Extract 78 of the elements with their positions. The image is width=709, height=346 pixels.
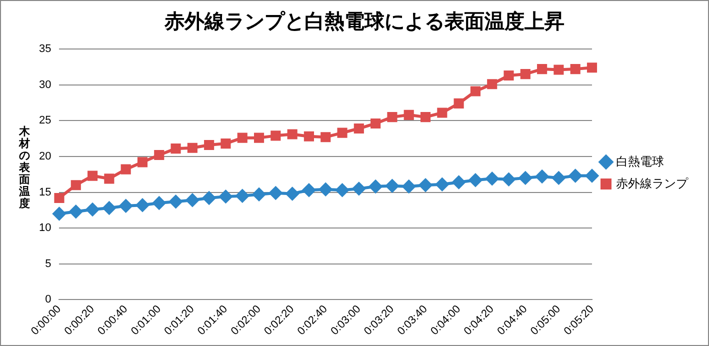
y-tick-label: 30 <box>38 78 52 91</box>
point <box>254 132 264 143</box>
point <box>204 140 214 150</box>
point <box>420 112 431 122</box>
point <box>336 184 349 197</box>
y-tick-label: 10 <box>38 222 52 234</box>
y-tick-label: 0 <box>45 294 52 306</box>
point <box>219 190 232 204</box>
point <box>586 169 598 182</box>
point <box>237 132 248 143</box>
point <box>170 144 181 154</box>
point <box>454 98 464 108</box>
point <box>486 172 499 186</box>
point <box>169 195 182 208</box>
point <box>54 192 64 204</box>
point <box>88 170 98 181</box>
point <box>186 194 199 207</box>
point <box>187 142 198 153</box>
point <box>536 170 549 184</box>
y-tick-label: 20 <box>38 150 52 162</box>
point <box>470 86 480 96</box>
point <box>287 129 298 140</box>
point <box>320 132 331 142</box>
legend-label: 赤外線ランプ <box>616 176 689 190</box>
point <box>402 180 416 194</box>
point <box>220 138 231 149</box>
legend-label: 白熱電球 <box>616 154 664 168</box>
point <box>102 202 116 215</box>
point <box>436 178 449 191</box>
point <box>154 150 164 160</box>
point <box>570 64 580 74</box>
point <box>386 179 399 192</box>
point <box>69 205 82 218</box>
point <box>387 112 398 122</box>
point <box>52 207 66 220</box>
point <box>419 178 432 192</box>
point <box>252 188 266 201</box>
point <box>319 182 332 196</box>
y-tick-label: 25 <box>38 114 52 127</box>
point <box>136 198 149 212</box>
point <box>487 79 498 90</box>
point <box>70 180 81 190</box>
point <box>404 110 414 120</box>
point <box>452 176 466 189</box>
y-axis-title: 木材の表面温度 <box>19 125 31 210</box>
point <box>337 128 348 138</box>
point <box>352 182 366 196</box>
point <box>286 187 299 200</box>
point <box>354 123 364 134</box>
point <box>520 69 530 80</box>
point <box>552 171 566 184</box>
point <box>504 70 514 81</box>
point <box>302 184 316 197</box>
point <box>120 164 131 174</box>
point <box>369 180 382 194</box>
point <box>304 131 314 142</box>
point <box>568 169 582 182</box>
point <box>437 108 448 118</box>
point <box>86 202 100 216</box>
point <box>370 118 381 129</box>
point <box>502 172 516 186</box>
point <box>137 157 148 168</box>
point <box>104 174 114 184</box>
point <box>586 62 598 73</box>
point <box>269 186 282 200</box>
y-tick-label: 5 <box>45 258 52 270</box>
point <box>270 130 281 141</box>
point <box>518 171 532 184</box>
point <box>152 196 166 210</box>
point <box>554 64 564 75</box>
y-tick-label: 35 <box>38 43 52 56</box>
chart-title: 赤外線ランプと白熱電球による表面温度上昇 <box>164 9 564 34</box>
point <box>468 174 482 187</box>
point <box>119 199 132 212</box>
point <box>236 189 249 202</box>
point <box>202 191 216 204</box>
y-tick-label: 15 <box>38 186 52 198</box>
point <box>537 64 548 74</box>
